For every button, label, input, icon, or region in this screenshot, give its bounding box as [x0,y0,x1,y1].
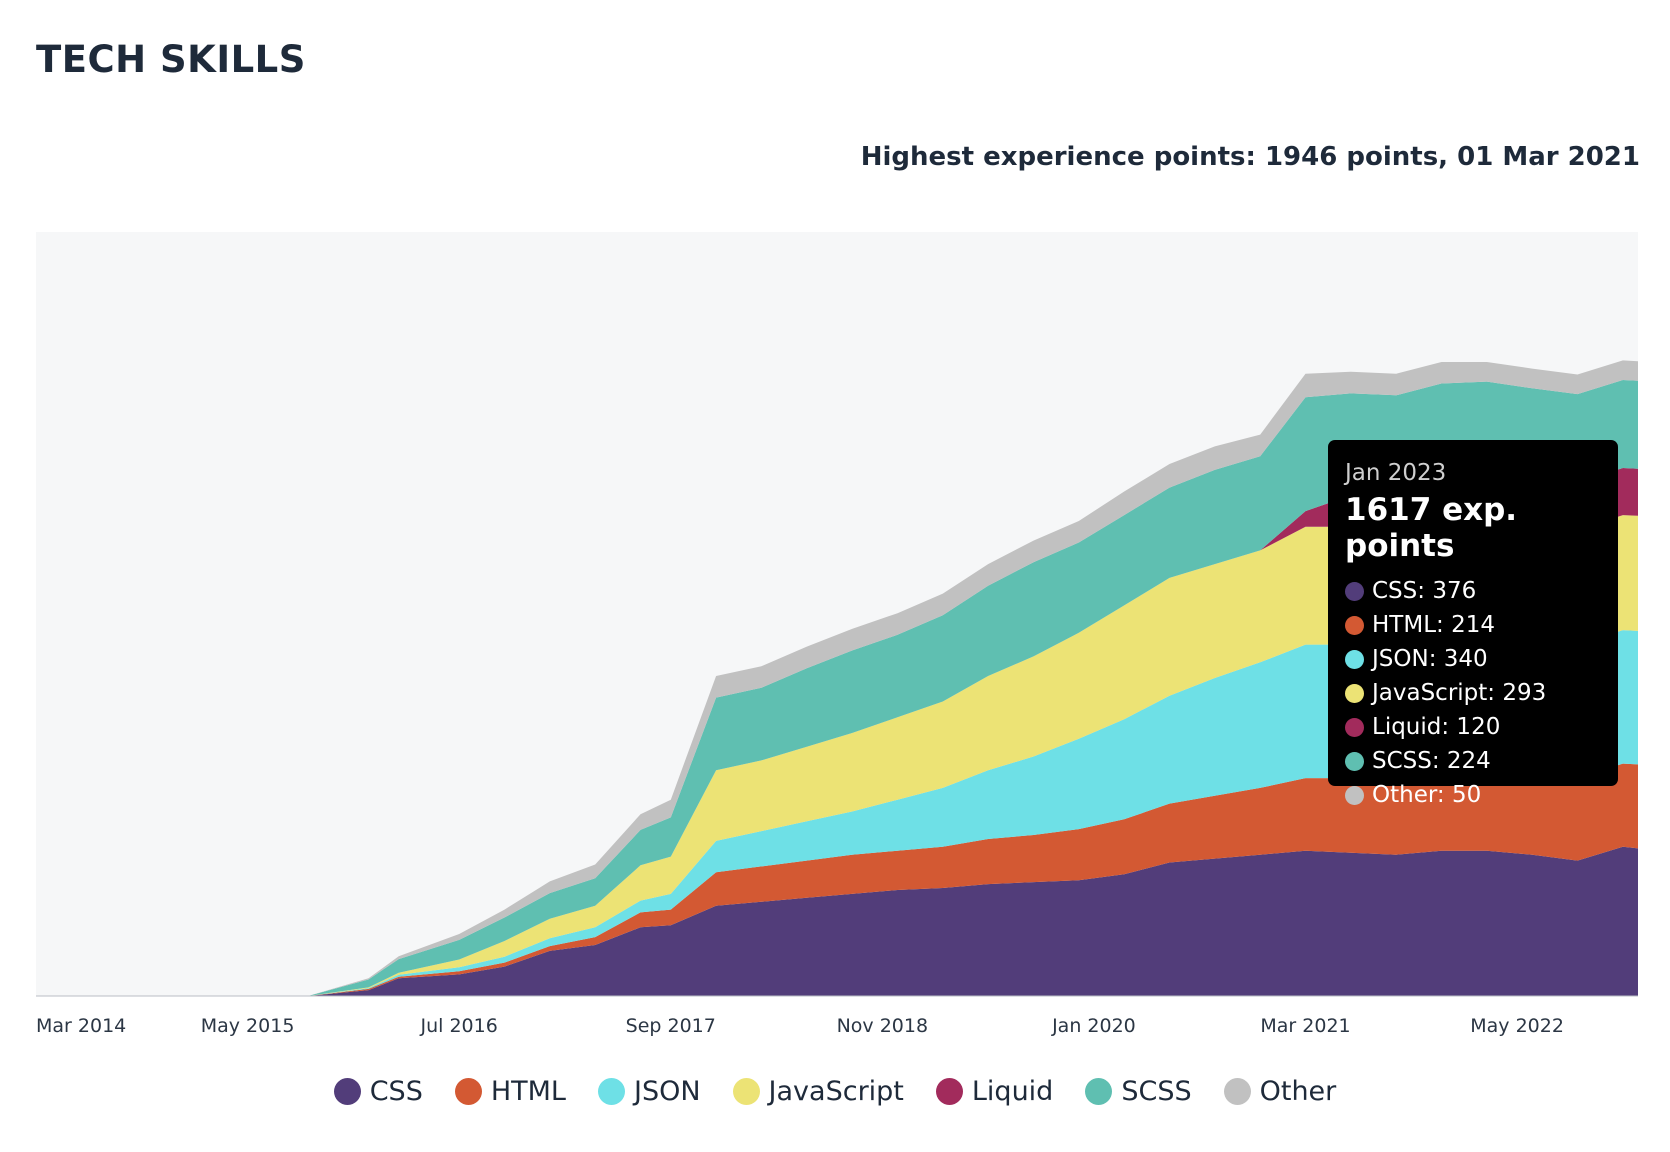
legend-item-css[interactable]: CSS [333,1076,423,1107]
legend-swatch [333,1078,361,1105]
tooltip-dot [1345,717,1364,737]
legend-label: JavaScript [768,1076,904,1107]
page-title: TECH SKILLS [36,38,306,81]
area-html[interactable] [36,763,1638,996]
tooltip-row-label: CSS: 376 [1372,578,1477,604]
tooltip-dot [1345,751,1364,771]
legend-item-liquid[interactable]: Liquid [935,1076,1054,1107]
legend-label: HTML [490,1076,566,1107]
tooltip-row: HTML: 214 [1345,608,1618,642]
tooltip-date: Jan 2023 [1345,460,1447,486]
chart-legend: CSS HTML JSON JavaScript Liquid SCSS Other [0,1076,1670,1107]
chart-subtitle: Highest experience points: 1946 points, … [860,142,1640,172]
tooltip-total: 1617 exp. points [1345,492,1518,564]
tooltip-dot [1345,785,1364,805]
x-tick-label: May 2022 [1470,1015,1564,1037]
x-tick-label: Mar 2021 [1260,1015,1350,1037]
area-javascript[interactable] [36,515,1638,996]
x-tick-label: May 2015 [201,1015,295,1037]
legend-swatch [454,1078,482,1105]
legend-swatch [1223,1078,1251,1105]
tooltip-dot [1345,581,1364,601]
x-axis-ticks: Mar 2014 May 2015 Jul 2016 Sep 2017 Nov 2018… [36,1015,1564,1037]
legend-label: JSON [633,1076,701,1107]
tooltip-row: Liquid: 120 [1345,710,1618,744]
area-css[interactable] [36,846,1638,996]
legend-label: Other [1259,1076,1337,1107]
tooltip-row: JavaScript: 293 [1345,676,1618,710]
tooltip-dot [1345,649,1364,669]
x-tick-label: Nov 2018 [837,1015,928,1037]
area-json[interactable] [36,630,1638,996]
legend-label: Liquid [971,1076,1054,1107]
legend-item-javascript[interactable]: JavaScript [732,1076,904,1107]
area-scss[interactable] [36,380,1638,996]
tooltip-dot [1345,615,1364,635]
tooltip-row: CSS: 376 [1345,574,1618,608]
tooltip-dot [1345,683,1364,703]
legend-item-scss[interactable]: SCSS [1085,1076,1192,1107]
tooltip-row-label: JavaScript: 293 [1372,680,1547,706]
chart-tooltip: Jan 2023 1617 exp. points CSS: 376 HTML: … [1328,440,1618,808]
legend-swatch [732,1078,760,1105]
x-tick-label: Jul 2016 [420,1015,498,1037]
tooltip-row-label: JSON: 340 [1372,646,1488,672]
tooltip-row-label: Liquid: 120 [1372,714,1501,740]
tooltip-row: SCSS: 224 [1345,744,1618,778]
legend-swatch [935,1078,963,1105]
tooltip-row-label: Other: 50 [1372,782,1482,808]
legend-item-json[interactable]: JSON [597,1076,701,1107]
legend-label: SCSS [1121,1076,1192,1107]
x-tick-label: Jan 2020 [1051,1015,1136,1037]
tooltip-row-label: SCSS: 224 [1372,748,1491,774]
legend-label: CSS [369,1076,423,1107]
tooltip-rows: CSS: 376 HTML: 214 JSON: 340 JavaScript: 29… [1345,574,1618,812]
x-tick-label: Mar 2014 [36,1015,126,1037]
legend-swatch [597,1078,625,1105]
legend-swatch [1085,1078,1113,1105]
tooltip-row: Other: 50 [1345,778,1618,812]
legend-item-html[interactable]: HTML [454,1076,566,1107]
legend-item-other[interactable]: Other [1223,1076,1337,1107]
tooltip-row: JSON: 340 [1345,642,1618,676]
x-tick-label: Sep 2017 [626,1015,716,1037]
tooltip-row-label: HTML: 214 [1372,612,1495,638]
